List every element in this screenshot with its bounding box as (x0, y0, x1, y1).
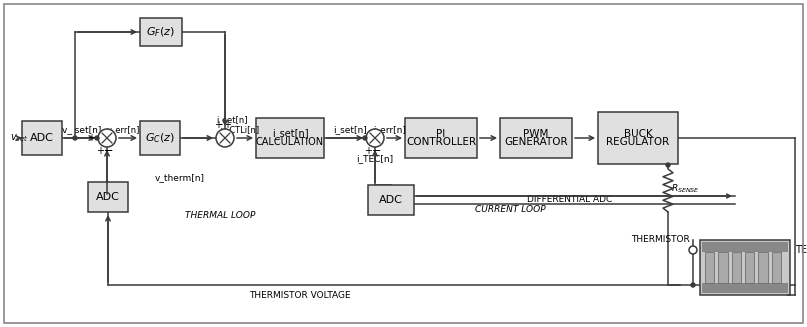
Text: +: + (223, 120, 231, 130)
Bar (256, 118, 324, 158)
Text: i_set[n]: i_set[n] (272, 129, 308, 139)
Circle shape (363, 136, 367, 140)
Bar (702, 242, 788, 252)
Text: THERMISTOR VOLTAGE: THERMISTOR VOLTAGE (249, 290, 351, 300)
Text: ADC: ADC (96, 192, 120, 202)
Text: i_err[n]: i_err[n] (374, 126, 407, 134)
Text: −: − (104, 146, 114, 156)
Text: $R_{SENSE}$: $R_{SENSE}$ (671, 182, 700, 195)
Text: PWM: PWM (523, 129, 549, 139)
Bar (745, 252, 755, 283)
Bar (368, 185, 414, 215)
Circle shape (689, 246, 697, 254)
Bar (140, 18, 182, 46)
Text: i_TEC[n]: i_TEC[n] (357, 154, 394, 164)
Bar (88, 182, 128, 212)
Text: i_set[n]: i_set[n] (333, 126, 367, 134)
Bar (598, 112, 678, 164)
Circle shape (73, 136, 77, 140)
Text: TEC: TEC (795, 245, 807, 255)
Bar (700, 240, 790, 295)
Text: CALCULATION: CALCULATION (256, 137, 324, 147)
Circle shape (216, 129, 234, 147)
Text: +: + (96, 146, 104, 156)
Bar (500, 118, 572, 158)
Bar (771, 252, 781, 283)
Bar (140, 121, 180, 155)
Text: CONTROLLER: CONTROLLER (406, 137, 476, 147)
Text: v_ set[n]: v_ set[n] (62, 126, 102, 134)
Text: THERMAL LOOP: THERMAL LOOP (185, 211, 255, 219)
Text: $G_F(z)$: $G_F(z)$ (147, 25, 175, 39)
Bar (732, 252, 741, 283)
Text: v_CTLi[n]: v_CTLi[n] (220, 126, 260, 134)
Bar (718, 252, 728, 283)
Bar (702, 283, 788, 293)
Text: CURRENT LOOP: CURRENT LOOP (475, 205, 546, 215)
Text: i_set[n]: i_set[n] (216, 115, 248, 125)
Text: DIFFERENTIAL ADC: DIFFERENTIAL ADC (528, 196, 613, 204)
Text: ADC: ADC (379, 195, 403, 205)
Bar (705, 252, 714, 283)
Text: +: + (87, 133, 95, 143)
Text: GENERATOR: GENERATOR (504, 137, 568, 147)
Text: $G_C(z)$: $G_C(z)$ (145, 131, 175, 145)
Text: $v_{set}$: $v_{set}$ (10, 132, 28, 144)
Text: BUCK: BUCK (624, 129, 652, 139)
Text: +: + (214, 120, 222, 130)
Text: −: − (372, 146, 382, 156)
Text: ADC: ADC (30, 133, 54, 143)
Text: +: + (364, 146, 372, 156)
Bar (405, 118, 477, 158)
Text: v_therm[n]: v_therm[n] (155, 174, 205, 182)
Text: −: − (104, 146, 114, 156)
Circle shape (366, 129, 384, 147)
Circle shape (98, 129, 116, 147)
Bar (22, 121, 62, 155)
Text: THERMISTOR: THERMISTOR (630, 235, 689, 245)
Circle shape (666, 163, 670, 167)
Text: PI: PI (437, 129, 445, 139)
Circle shape (95, 136, 99, 140)
Text: v_err[n]: v_err[n] (107, 126, 140, 134)
Bar (759, 252, 767, 283)
Circle shape (691, 283, 695, 287)
Text: REGULATOR: REGULATOR (606, 137, 670, 147)
